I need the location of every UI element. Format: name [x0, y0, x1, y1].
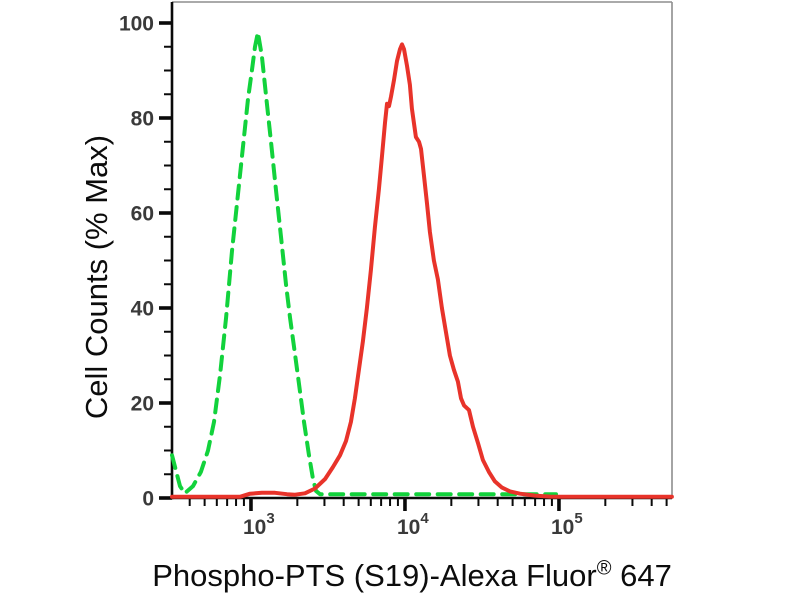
- x-axis-label: Phospho-PTS (S19)-Alexa Fluor® 647: [152, 558, 672, 594]
- x-tick-label: 104: [397, 510, 429, 539]
- x-tick-label: 105: [551, 510, 583, 539]
- red-solid-curve: [170, 42, 674, 499]
- y-tick-label: 20: [131, 393, 154, 416]
- y-tick-label: 60: [131, 203, 154, 226]
- x-tick-label: 103: [243, 510, 275, 539]
- y-tick-label: 0: [142, 488, 154, 511]
- green-dashed-curve: [170, 30, 558, 497]
- y-axis-label: Cell Counts (% Max): [79, 134, 114, 420]
- registered-trademark-symbol: ®: [596, 557, 612, 580]
- x-axis-label-suffix: 647: [611, 558, 672, 593]
- y-tick-label: 100: [119, 13, 154, 36]
- y-tick-label: 80: [131, 108, 154, 131]
- x-axis-label-main: Phospho-PTS (S19)-Alexa Fluor: [152, 558, 597, 593]
- y-tick-label: 40: [131, 298, 154, 321]
